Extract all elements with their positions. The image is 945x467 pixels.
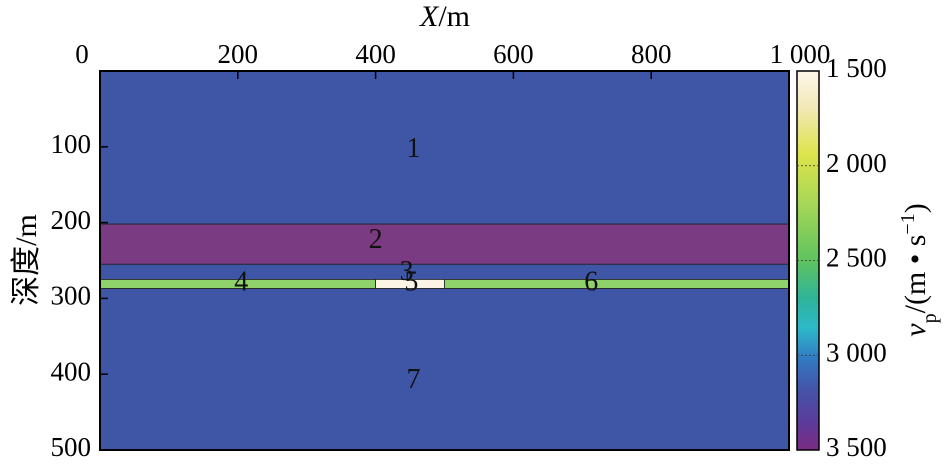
region-7	[99, 288, 790, 451]
region-2	[99, 223, 790, 265]
colorbar-tick-label: 3 500	[826, 432, 887, 462]
x-tick-label: 800	[631, 39, 672, 69]
y-tick-label: 500	[51, 432, 92, 462]
x-tick-label: 600	[493, 39, 534, 69]
region-label-2: 2	[369, 224, 383, 255]
region-label-4: 4	[234, 266, 248, 297]
x-tick-label: 0	[75, 39, 89, 69]
y-tick-label: 100	[51, 129, 92, 159]
velocity-regions	[99, 70, 790, 451]
region-label-3: 3	[400, 256, 414, 287]
y-axis-ticks: 100 200 300 400 500	[51, 129, 108, 462]
colorbar-tick-label: 2 000	[826, 148, 887, 178]
plot-frame	[99, 70, 790, 451]
y-tick-label: 400	[51, 356, 92, 386]
colorbar-tick-label: 1 500	[826, 53, 887, 83]
x-tick-label: 400	[355, 39, 396, 69]
colorbar-tick-label: 3 000	[826, 337, 887, 367]
x-tick-label: 200	[218, 39, 259, 69]
region-label-1: 1	[406, 133, 420, 164]
colorbar-ticks: 1 500 2 000 2 500 3 000 3 500	[797, 53, 887, 462]
region-3	[99, 263, 790, 280]
region-1	[99, 70, 790, 225]
region-6	[444, 279, 790, 289]
x-axis-title: X/m	[419, 0, 470, 33]
y-tick-label: 200	[51, 205, 92, 235]
colorbar-tick-label: 2 500	[826, 243, 887, 273]
x-tick-label: 1 000	[770, 39, 831, 69]
region-label-7: 7	[406, 364, 420, 395]
y-tick-label: 300	[51, 281, 92, 311]
region-label-6: 6	[584, 266, 598, 297]
region-label-5: 5	[404, 266, 418, 297]
y-axis-title: 深度/m	[10, 214, 43, 306]
colorbar-title: vp/(m • s−1)	[897, 203, 941, 336]
colorbar	[796, 70, 820, 451]
x-axis-ticks: 0 200 400 600 800 1 000	[75, 39, 830, 79]
